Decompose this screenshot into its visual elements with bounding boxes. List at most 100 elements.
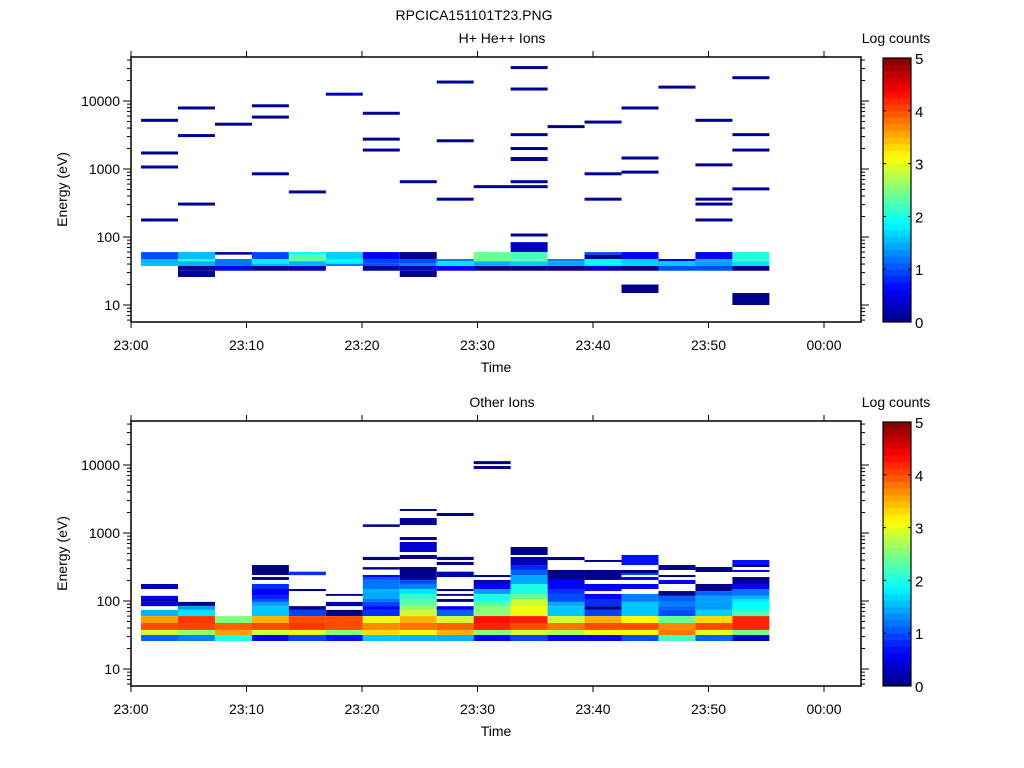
heatmap-cell bbox=[547, 589, 585, 594]
heatmap-cell bbox=[473, 461, 511, 465]
heatmap-cell bbox=[399, 518, 437, 526]
heatmap-cell bbox=[362, 263, 400, 266]
heatmap-cell bbox=[658, 595, 696, 602]
colorbar-segment bbox=[883, 256, 911, 264]
heatmap-cell bbox=[362, 616, 400, 623]
heatmap-cell bbox=[436, 622, 474, 630]
colorbar-segment bbox=[883, 170, 911, 178]
y-tick-label: 100 bbox=[97, 593, 121, 609]
heatmap-cell bbox=[251, 595, 289, 600]
heatmap-cell bbox=[584, 616, 622, 623]
colorbar-segment bbox=[883, 639, 911, 647]
colorbar-segment bbox=[883, 441, 911, 449]
heatmap-cell bbox=[510, 606, 548, 617]
colorbar-tick-label: 5 bbox=[915, 415, 923, 432]
heatmap-cell bbox=[288, 254, 326, 262]
heatmap-cell bbox=[436, 571, 474, 578]
colorbar-segment bbox=[883, 203, 911, 211]
heatmap-cell bbox=[251, 622, 289, 630]
heatmap-cell bbox=[436, 261, 474, 266]
heatmap-cell bbox=[473, 622, 511, 630]
heatmap-cell bbox=[621, 252, 659, 259]
heatmap-cell bbox=[399, 629, 437, 636]
heatmap-cell bbox=[695, 567, 733, 572]
heatmap-cell bbox=[547, 125, 585, 129]
heatmap-cell bbox=[288, 629, 326, 636]
colorbar-frame bbox=[882, 57, 912, 323]
heatmap-cell bbox=[658, 265, 696, 271]
heatmap-cell bbox=[510, 242, 548, 253]
heatmap-cell bbox=[621, 569, 659, 574]
heatmap-cell bbox=[288, 252, 326, 255]
heatmap-cell bbox=[621, 265, 659, 271]
heatmap-cell bbox=[178, 106, 215, 110]
heatmap-cell bbox=[141, 218, 179, 222]
heatmap-cell bbox=[584, 252, 622, 255]
heatmap-cell bbox=[473, 616, 511, 623]
heatmap-cell bbox=[584, 265, 622, 271]
x-tick-label: 23:20 bbox=[344, 701, 379, 717]
heatmap-cell bbox=[325, 263, 363, 266]
x-tick-label: 23:30 bbox=[460, 337, 495, 353]
colorbar-tick-label: 4 bbox=[915, 468, 923, 485]
heatmap-cell bbox=[436, 556, 474, 561]
colorbar-segment bbox=[883, 137, 911, 145]
heatmap-cell bbox=[399, 265, 437, 271]
colorbar-segment bbox=[883, 679, 911, 687]
heatmap-cell bbox=[584, 599, 622, 607]
heatmap-cell bbox=[510, 157, 548, 162]
heatmap-cell bbox=[695, 616, 733, 623]
heatmap-cell bbox=[362, 575, 400, 578]
heatmap-cell bbox=[399, 252, 437, 259]
colorbar-segment bbox=[883, 488, 911, 496]
heatmap-cell bbox=[547, 556, 585, 561]
heatmap-cell bbox=[141, 252, 179, 259]
heatmap-cell bbox=[695, 258, 733, 262]
colorbar-segment bbox=[883, 507, 911, 515]
colorbar-segment bbox=[883, 130, 911, 138]
heatmap-cell bbox=[510, 622, 548, 630]
heatmap-cell bbox=[510, 252, 548, 259]
colorbar: 0 1 2 3 4 5 Log counts bbox=[862, 394, 931, 696]
colorbar-segment bbox=[883, 468, 911, 476]
heatmap-cell bbox=[178, 601, 215, 607]
heatmap-cell bbox=[399, 567, 437, 580]
heatmap-cell bbox=[288, 589, 326, 592]
heatmap-cell bbox=[621, 629, 659, 636]
heatmap-cell bbox=[695, 629, 733, 636]
heatmap-cell bbox=[362, 265, 400, 271]
heatmap-cell bbox=[695, 252, 733, 259]
heatmap-cell bbox=[178, 261, 215, 266]
heatmap-cell bbox=[732, 577, 770, 584]
plot-frame bbox=[130, 420, 862, 687]
heatmap-cell bbox=[473, 601, 511, 607]
heatmap-cell bbox=[695, 601, 733, 610]
heatmap-cell bbox=[214, 252, 252, 255]
panel-title: H+ He++ Ions bbox=[459, 30, 546, 46]
colorbar-segment bbox=[883, 534, 911, 542]
heatmap-cell bbox=[399, 180, 437, 184]
colorbar-segment bbox=[883, 560, 911, 568]
heatmap-cell bbox=[178, 606, 215, 610]
colorbar-tick-label: 0 bbox=[915, 679, 923, 696]
heatmap-cell bbox=[178, 635, 215, 642]
heatmap-cell bbox=[695, 163, 733, 167]
heatmap-cell bbox=[288, 606, 326, 610]
heatmap-cell bbox=[732, 265, 770, 271]
heatmap-cell bbox=[473, 252, 511, 262]
heatmap-cell bbox=[510, 575, 548, 584]
heatmap-cell bbox=[141, 601, 179, 607]
colorbar-segment bbox=[883, 659, 911, 667]
heatmap-cell bbox=[178, 616, 215, 623]
heatmap-cell bbox=[510, 569, 548, 576]
heatmap-cell bbox=[399, 263, 437, 266]
colorbar-label: Log counts bbox=[862, 394, 931, 410]
colorbar-frame bbox=[882, 421, 912, 687]
heatmap-cell bbox=[473, 575, 511, 578]
heatmap-cell bbox=[695, 218, 733, 222]
heatmap-cell bbox=[473, 629, 511, 636]
heatmap-cell bbox=[584, 172, 622, 176]
x-tick-label: 23:00 bbox=[113, 701, 148, 717]
heatmap-cell bbox=[436, 258, 474, 262]
colorbar-segment bbox=[883, 64, 911, 72]
